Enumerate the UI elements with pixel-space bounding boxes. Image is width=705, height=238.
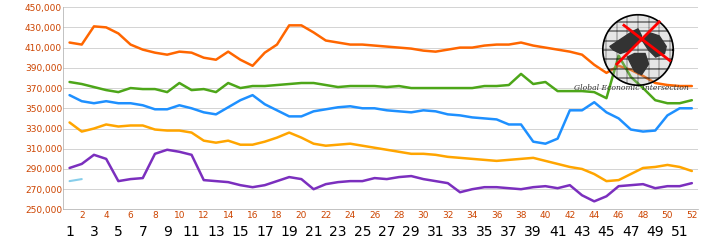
Polygon shape — [627, 54, 649, 75]
Polygon shape — [642, 32, 666, 57]
Text: Global Economic Intersection: Global Economic Intersection — [574, 84, 688, 92]
Polygon shape — [610, 29, 642, 54]
Polygon shape — [603, 15, 673, 85]
